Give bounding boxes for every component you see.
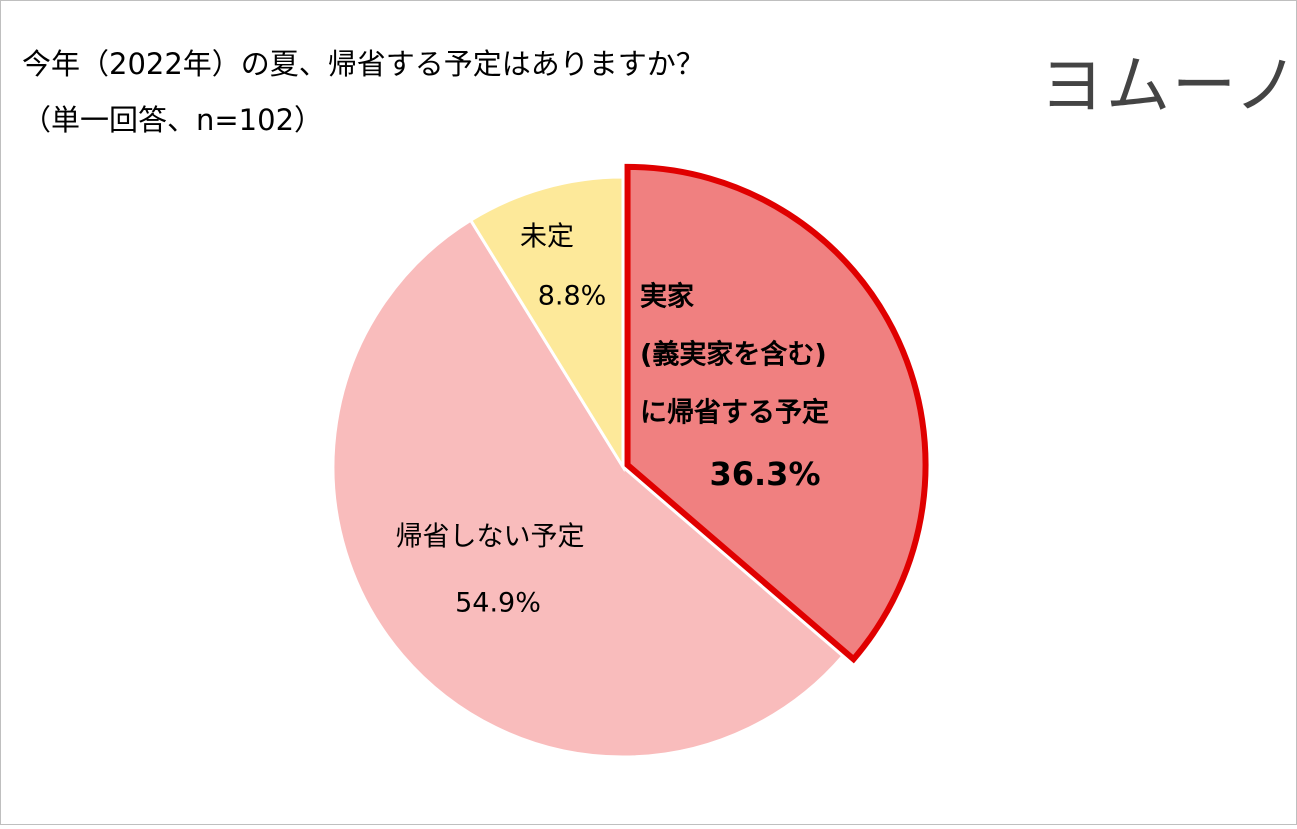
slice-label: 未定 — [520, 222, 574, 253]
logo: ヨムーノ — [1040, 50, 1297, 124]
pie-slice — [468, 175, 625, 473]
chart-subtitle: （単一回答、n=102） — [22, 103, 323, 137]
slice-label: 実家 — [640, 281, 694, 313]
value-label: 54.9% — [455, 588, 541, 619]
chart-title: 今年（2022年）の夏、帰省する予定はありますか？ — [22, 47, 705, 81]
pie-slice — [624, 163, 929, 664]
slice-label: 帰省しない予定 — [396, 522, 585, 553]
pie-slice — [331, 218, 846, 759]
value-label: 8.8% — [538, 281, 607, 312]
slice-label: に帰省する予定 — [640, 397, 829, 429]
slice-label: (義実家を含む) — [640, 339, 827, 371]
value-label: 36.3% — [709, 455, 820, 493]
